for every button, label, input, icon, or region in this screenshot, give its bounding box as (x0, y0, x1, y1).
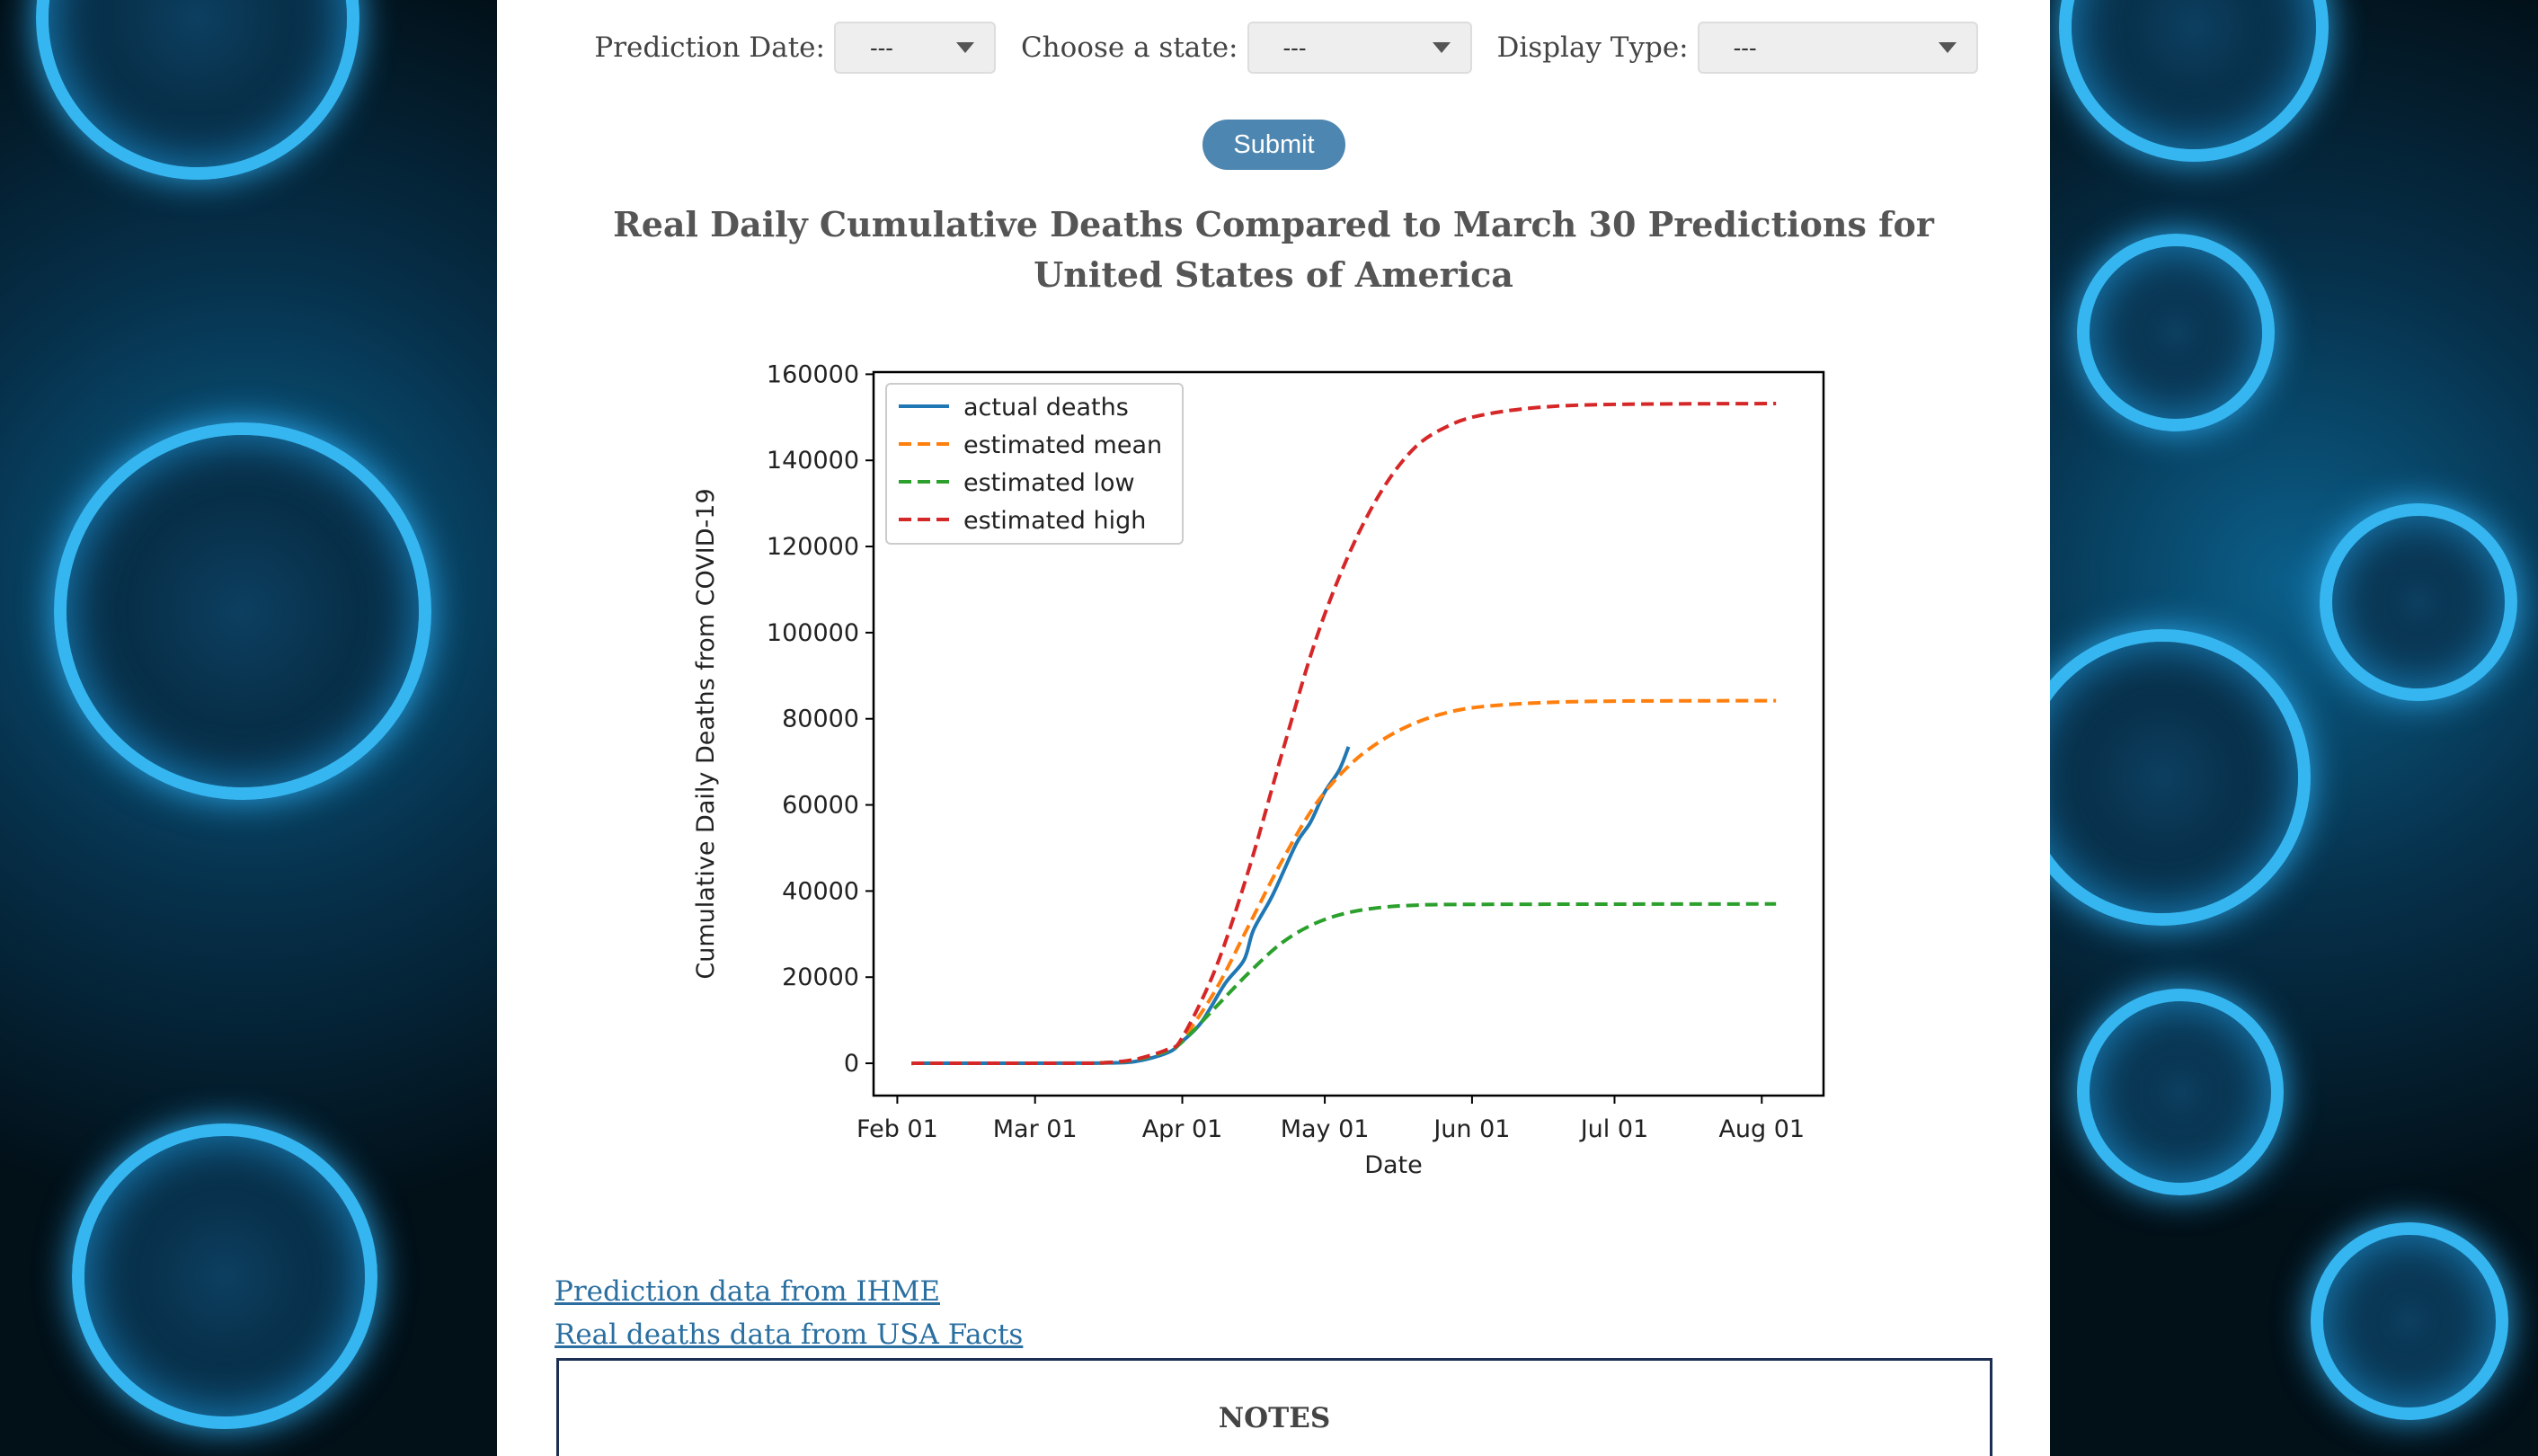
prediction-date-select[interactable]: --- (833, 22, 996, 74)
y-tick-label: 100000 (767, 619, 859, 647)
x-tick-label: Aug 01 (1718, 1115, 1805, 1143)
y-tick-label: 160000 (767, 360, 859, 388)
display-type-label: Display Type: (1496, 31, 1689, 64)
chevron-down-icon (1432, 42, 1451, 53)
chart-title: Real Daily Cumulative Deaths Compared to… (613, 204, 1934, 295)
notes-box: NOTES (556, 1358, 1992, 1456)
x-tick-label: May 01 (1281, 1115, 1370, 1143)
display-type-select[interactable]: --- (1697, 22, 1978, 74)
x-tick-label: Mar 01 (993, 1115, 1078, 1143)
x-tick-label: Jul 01 (1579, 1115, 1649, 1143)
y-tick-label: 20000 (782, 963, 859, 991)
ihme-link[interactable]: Prediction data from IHME (555, 1275, 940, 1308)
legend-label: actual deaths (963, 394, 1129, 422)
x-axis-label: Date (1364, 1151, 1423, 1179)
background-virus-left (0, 0, 497, 1456)
y-axis-label: Cumulative Daily Deaths from COVID-19 (692, 488, 720, 979)
state-value: --- (1282, 33, 1307, 61)
filter-controls: Prediction Date: --- Choose a state: ---… (497, 22, 2050, 74)
virus-image (2050, 629, 2311, 926)
plot-frame (872, 370, 1825, 1097)
x-tick-label: Jun 01 (1432, 1115, 1510, 1143)
main-panel: Prediction Date: --- Choose a state: ---… (497, 0, 2050, 1456)
display-type-value: --- (1733, 33, 1757, 61)
legend-label: estimated high (963, 507, 1146, 535)
x-tick-label: Feb 01 (856, 1115, 938, 1143)
virus-image (2059, 0, 2329, 162)
background-virus-right (2050, 0, 2538, 1456)
series-line-estimated-low (911, 901, 1777, 1066)
virus-image (2311, 1222, 2508, 1420)
y-tick-label: 0 (844, 1050, 859, 1078)
deaths-chart: 0 20000 40000 60000 80000 100000 120000 140000 1… (692, 360, 1825, 1179)
notes-heading: NOTES (1218, 1402, 1331, 1434)
legend-label: estimated low (963, 469, 1135, 497)
state-label: Choose a state: (1020, 31, 1238, 64)
x-tick-label: Apr 01 (1142, 1115, 1223, 1143)
y-tick-label: 60000 (782, 792, 859, 820)
source-links: Prediction data from IHME Real deaths da… (555, 1270, 1023, 1356)
series-line-actual-deaths (911, 746, 1351, 1066)
virus-image (54, 422, 431, 800)
virus-image (2320, 503, 2517, 701)
chevron-down-icon (1938, 42, 1957, 53)
submit-button[interactable]: Submit (1202, 120, 1345, 170)
virus-image (72, 1123, 377, 1429)
state-select[interactable]: --- (1247, 22, 1472, 74)
usafacts-link[interactable]: Real deaths data from USA Facts (555, 1318, 1024, 1351)
legend-label: estimated mean (963, 431, 1162, 459)
virus-image (2077, 989, 2284, 1195)
legend-box (885, 383, 1184, 545)
y-tick-label: 40000 (782, 877, 859, 905)
y-tick-label: 140000 (767, 447, 859, 475)
series-line-estimated-high (911, 401, 1777, 1066)
virus-image (36, 0, 359, 180)
y-tick-label: 80000 (782, 706, 859, 733)
virus-image (2077, 234, 2275, 431)
y-tick-label: 120000 (767, 533, 859, 561)
chevron-down-icon (955, 42, 974, 53)
prediction-date-value: --- (869, 33, 893, 61)
prediction-date-label: Prediction Date: (594, 31, 825, 64)
